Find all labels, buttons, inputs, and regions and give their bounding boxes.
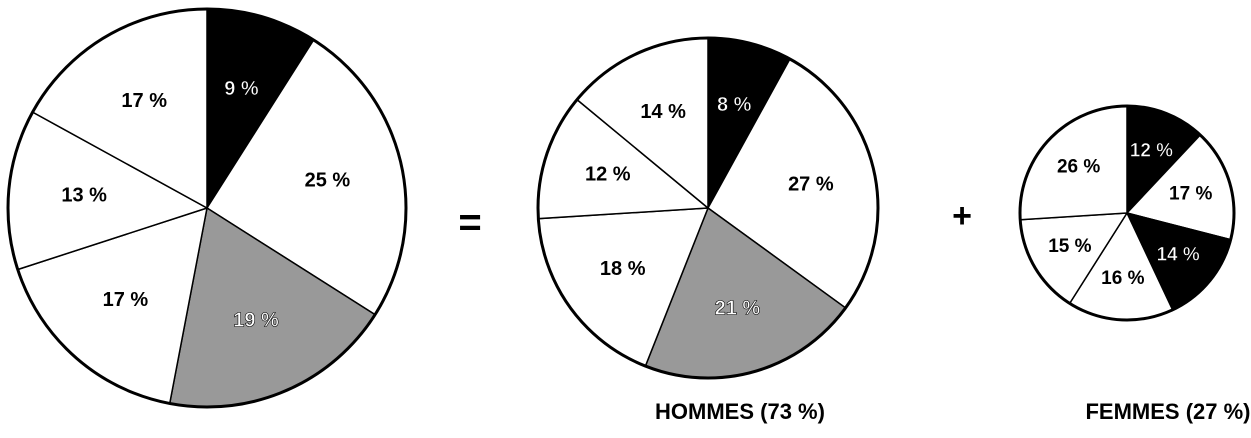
equals-sign: = [458, 201, 481, 245]
slice-label: 15 % [1048, 236, 1091, 257]
slice-label: 21 % [715, 297, 761, 319]
slice-label: 16 % [1101, 268, 1144, 289]
slice-label: 12 % [1130, 140, 1173, 161]
plus-sign: + [952, 197, 972, 235]
slice-label: 12 % [585, 164, 631, 186]
pie-outline [536, 36, 880, 380]
pie-outline [6, 7, 408, 409]
pie-title: HOMMES (73 %) [655, 399, 825, 424]
slice-label: 14 % [1156, 244, 1199, 265]
slice-label: 17 % [121, 90, 167, 112]
slice-label: 17 % [1169, 184, 1212, 205]
slice-label: 14 % [640, 101, 686, 123]
slice-label: 25 % [305, 169, 351, 191]
slice-label: 19 % [233, 310, 279, 332]
slice-label: 17 % [103, 289, 149, 311]
pie-title: FEMMES (27 %) [1085, 399, 1250, 424]
slice-label: 27 % [788, 173, 834, 195]
slice-label: 13 % [61, 185, 107, 207]
slice-label: 26 % [1057, 157, 1100, 178]
pie-outline [1018, 104, 1236, 322]
slice-label: 18 % [600, 258, 646, 280]
slice-label: 9 % [224, 78, 259, 100]
slice-label: 8 % [717, 94, 752, 116]
